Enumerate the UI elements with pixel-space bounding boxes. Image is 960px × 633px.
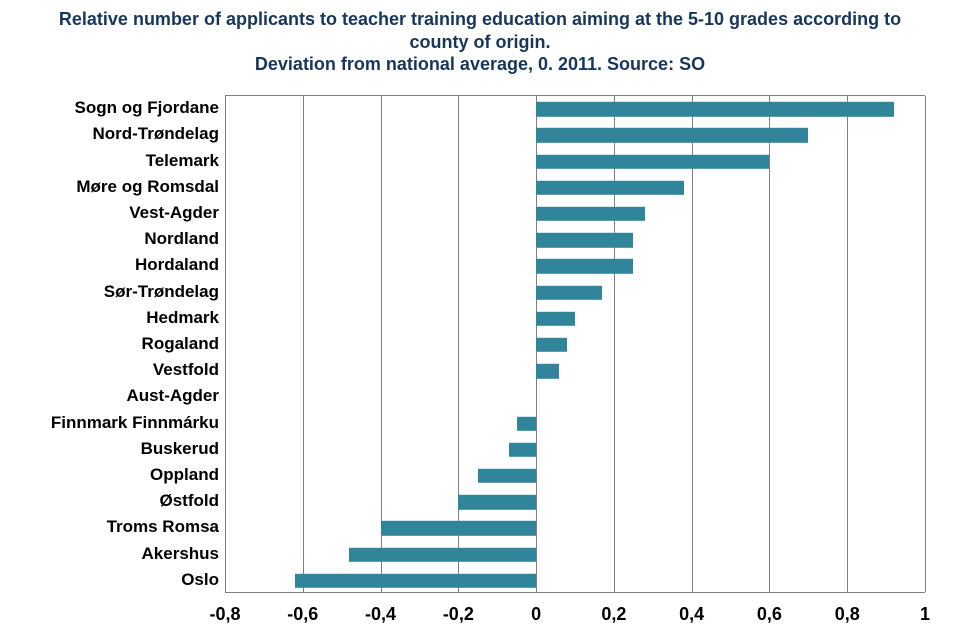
category-label: Nordland: [144, 229, 219, 249]
category-label: Telemark: [146, 151, 219, 171]
bar: [536, 338, 567, 352]
plot-area: [225, 95, 925, 593]
bar: [295, 574, 536, 588]
category-label: Vestfold: [153, 360, 219, 380]
category-label: Sør-Trøndelag: [104, 282, 219, 302]
category-label: Buskerud: [141, 439, 219, 459]
x-tick-label: -0,6: [287, 604, 318, 625]
title-line-2: Deviation from national average, 0. 2011…: [255, 54, 705, 74]
category-label: Akershus: [142, 544, 219, 564]
bar: [536, 259, 633, 273]
bar: [536, 128, 808, 142]
bar: [536, 154, 769, 168]
category-label: Troms Romsa: [107, 517, 219, 537]
category-label: Hedmark: [146, 308, 219, 328]
x-tick-label: -0,8: [209, 604, 240, 625]
x-tick-label: 0,2: [601, 604, 626, 625]
category-label: Aust-Agder: [126, 386, 219, 406]
x-tick-label: 0,4: [679, 604, 704, 625]
bar: [536, 364, 559, 378]
category-label: Østfold: [160, 491, 220, 511]
x-tick-label: 0,8: [835, 604, 860, 625]
category-labels-column: Sogn og Fjordane Nord-Trøndelag Telemark Mø…: [0, 95, 225, 593]
bar: [536, 312, 575, 326]
bar: [509, 443, 536, 457]
category-label: Rogaland: [142, 334, 219, 354]
bar: [536, 181, 684, 195]
chart-area: Sogn og Fjordane Nord-Trøndelag Telemark Mø…: [0, 80, 960, 633]
bar: [536, 233, 633, 247]
category-label: Finnmark Finnmárku: [51, 413, 219, 433]
category-label: Oslo: [181, 570, 219, 590]
x-tick-label: 1: [920, 604, 930, 625]
gridline: [925, 96, 926, 592]
bar: [536, 102, 894, 116]
x-tick-label: 0,6: [757, 604, 782, 625]
x-tick-label: -0,4: [365, 604, 396, 625]
title-line-1: Relative number of applicants to teacher…: [59, 9, 901, 52]
bar: [536, 207, 645, 221]
bar: [517, 416, 536, 430]
category-label: Møre og Romsdal: [76, 177, 219, 197]
x-tick-label: -0,2: [443, 604, 474, 625]
chart-title: Relative number of applicants to teacher…: [0, 0, 960, 76]
x-tick-label: 0: [531, 604, 541, 625]
category-label: Vest-Agder: [129, 203, 219, 223]
category-label: Oppland: [150, 465, 219, 485]
category-label: Nord-Trøndelag: [92, 124, 219, 144]
category-label: Sogn og Fjordane: [75, 98, 220, 118]
bar: [536, 285, 602, 299]
category-label: Hordaland: [135, 255, 219, 275]
bar: [478, 469, 536, 483]
bar: [349, 547, 536, 561]
bar: [458, 495, 536, 509]
bar: [381, 521, 537, 535]
